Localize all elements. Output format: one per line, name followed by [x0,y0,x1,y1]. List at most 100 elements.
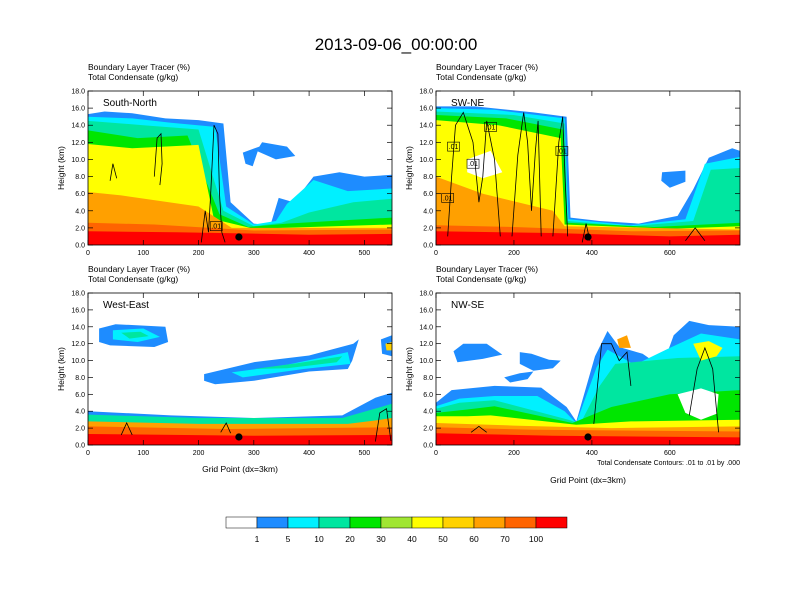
x-tick-label: 200 [193,450,205,457]
x-tick-label: 0 [434,250,438,257]
y-tick-label: 10.0 [71,358,85,365]
cloud-patch [519,352,561,371]
panel-subtitle-condensate: Total Condensate (g/kg) [88,72,178,82]
y-tick-label: 8.0 [75,174,85,181]
y-tick-label: 4.0 [75,409,85,416]
colorbar-swatch [535,516,568,529]
x-tick-label: 300 [248,250,260,257]
y-tick-label: 8.0 [75,375,85,382]
y-tick-label: 12.0 [419,140,433,147]
panel-0: Boundary Layer Tracer (%)Total Condensat… [56,62,393,257]
panel-1: Boundary Layer Tracer (%)Total Condensat… [404,62,741,257]
y-axis-label: Height (km) [56,347,66,391]
y-tick-label: 6.0 [75,392,85,399]
y-axis-label: Height (km) [56,146,66,190]
y-tick-label: 10.0 [419,157,433,164]
colorbar-swatch [380,516,413,529]
colorbar-swatch [225,516,258,529]
y-tick-label: 4.0 [423,409,433,416]
y-tick-label: 16.0 [419,106,433,113]
contour-label-box [441,193,454,203]
x-tick-label: 100 [137,250,149,257]
x-axis-label: Grid Point (dx=3km) [550,475,626,485]
y-tick-label: 18.0 [419,291,433,298]
plot-frame [87,90,393,246]
colorbar-swatch [349,516,382,529]
y-tick-label: 16.0 [71,106,85,113]
panel-2: Boundary Layer Tracer (%)Total Condensat… [56,264,393,474]
x-tick-label: 500 [359,450,371,457]
colorbar-swatch [473,516,506,529]
colorbar-label: 20 [345,534,355,544]
condensate-contour [120,422,133,436]
plot-frame [435,292,741,446]
condensate-contour [511,112,542,237]
panel-subtitle-condensate: Total Condensate (g/kg) [436,274,526,284]
colorbar-label: 30 [376,534,386,544]
y-axis-label: Height (km) [404,146,414,190]
y-tick-label: 4.0 [75,208,85,215]
contour-label: .01 [443,195,453,202]
shaded-field [88,324,392,445]
panel-subtitle-tracer: Boundary Layer Tracer (%) [88,62,190,72]
x-tick-label: 400 [586,250,598,257]
y-tick-label: 12.0 [71,341,85,348]
y-tick-label: 16.0 [71,307,85,314]
shaded-field: .01 .01 .01 .01 .01 [436,106,740,245]
cloud-patch [677,388,719,420]
contour-label: .01 [211,224,221,231]
cloud-patch [256,142,296,160]
y-tick-label: 10.0 [419,358,433,365]
condensate-contour [685,227,706,241]
y-tick-label: 2.0 [75,426,85,433]
colorbar-label: 50 [438,534,448,544]
location-marker [584,233,592,241]
cloud-patch [385,342,392,351]
x-tick-label: 400 [586,450,598,457]
y-tick-label: 6.0 [423,191,433,198]
colorbar-swatch [504,516,537,529]
contour-label: .01 [486,124,496,131]
x-tick-label: 300 [248,450,260,457]
x-tick-label: 200 [508,450,520,457]
colorbar-label: 5 [286,534,291,544]
colorbar-swatch [442,516,475,529]
condensate-contour [375,408,392,442]
plot-frame [435,90,741,246]
x-tick-label: 200 [193,250,205,257]
x-axis-label: Grid Point (dx=3km) [202,464,278,474]
y-tick-label: 8.0 [423,375,433,382]
contour-label: .01 [449,144,459,151]
y-tick-label: 2.0 [423,426,433,433]
y-tick-label: 2.0 [75,225,85,232]
y-tick-label: 0.0 [423,443,433,450]
y-tick-label: 4.0 [423,208,433,215]
contour-label: .01 [557,148,567,155]
y-tick-label: 2.0 [423,225,433,232]
y-tick-label: 8.0 [423,174,433,181]
panel-label: South-North [103,98,157,109]
figure-title: 2013-09-06_00:00:00 [315,35,478,54]
y-tick-label: 0.0 [423,243,433,250]
colorbar-label: 100 [529,534,543,544]
contour-note: Total Condensate Contours: .01 to .01 by… [597,460,740,467]
x-tick-label: 0 [434,450,438,457]
location-marker [584,433,592,441]
y-tick-label: 14.0 [419,324,433,331]
y-tick-label: 12.0 [419,341,433,348]
x-tick-label: 100 [137,450,149,457]
x-tick-label: 600 [664,450,676,457]
y-axis-label: Height (km) [404,347,414,391]
panel-subtitle-tracer: Boundary Layer Tracer (%) [88,264,190,274]
colorbar: 1 5 10 20 30 40 50 60 70 100 [225,516,568,544]
y-tick-label: 12.0 [71,140,85,147]
condensate-contour [593,343,632,424]
condensate-contour [470,425,487,433]
cloud-patch [253,356,343,369]
colorbar-swatch [318,516,351,529]
panel-subtitle-condensate: Total Condensate (g/kg) [88,274,178,284]
location-marker [235,233,243,241]
cloud-patch [617,335,631,348]
cloud-patch [661,170,686,188]
